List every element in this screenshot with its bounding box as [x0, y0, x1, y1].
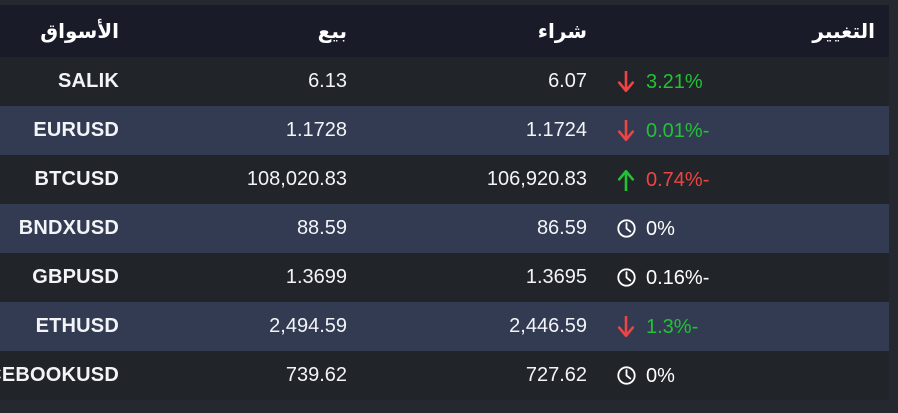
cell-sell-price: 6.13	[133, 57, 361, 106]
cell-sell-price: 1.3699	[133, 253, 361, 302]
cell-symbol[interactable]: BTCUSD	[0, 155, 133, 204]
clock-icon	[615, 217, 637, 241]
markets-table-head: التغيير شراء بيع الأسواق	[0, 5, 889, 57]
cell-buy-price: 1.3695	[361, 253, 601, 302]
table-row[interactable]: 1.3%- 2,446.59 2,494.59 ETHUSD	[0, 302, 889, 351]
cell-symbol[interactable]: ETHUSD	[0, 302, 133, 351]
column-header-change[interactable]: التغيير	[601, 5, 889, 57]
clock-icon	[615, 364, 637, 388]
table-row[interactable]: 0.16%- 1.3695 1.3699 GBPUSD	[0, 253, 889, 302]
change-value: 0%	[646, 364, 675, 387]
arrow-down-icon	[615, 70, 637, 94]
arrow-down-icon	[615, 119, 637, 143]
cell-buy-price: 727.62	[361, 351, 601, 400]
cell-sell-price: 2,494.59	[133, 302, 361, 351]
cell-symbol[interactable]: EURUSD	[0, 106, 133, 155]
table-header-row: التغيير شراء بيع الأسواق	[0, 5, 889, 57]
table-row[interactable]: 0.74%- 106,920.83 108,020.83 BTCUSD	[0, 155, 889, 204]
change-indicator: 0%	[615, 364, 875, 388]
column-header-sell[interactable]: بيع	[133, 5, 361, 57]
cell-symbol[interactable]: SALIK	[0, 57, 133, 106]
change-indicator: 0.01%-	[615, 119, 875, 143]
cell-change: 0%	[601, 204, 889, 253]
change-value: 0%	[646, 217, 675, 240]
cell-change: 0.16%-	[601, 253, 889, 302]
cell-sell-price: 1.1728	[133, 106, 361, 155]
column-header-symbol[interactable]: الأسواق	[0, 5, 133, 57]
cell-symbol[interactable]: GBPUSD	[0, 253, 133, 302]
clock-icon	[615, 266, 637, 290]
cell-buy-price: 86.59	[361, 204, 601, 253]
change-indicator: 0.16%-	[615, 266, 875, 290]
arrow-down-icon	[615, 315, 637, 339]
change-value: 3.21%	[646, 70, 703, 93]
change-value: 0.01%-	[646, 119, 710, 142]
cell-buy-price: 106,920.83	[361, 155, 601, 204]
cell-sell-price: 88.59	[133, 204, 361, 253]
cell-buy-price: 2,446.59	[361, 302, 601, 351]
cell-sell-price: 108,020.83	[133, 155, 361, 204]
cell-symbol[interactable]: FACEBOOKUSD	[0, 351, 133, 400]
change-indicator: 0.74%-	[615, 168, 875, 192]
table-row[interactable]: 0% 86.59 88.59 BNDXUSD	[0, 204, 889, 253]
change-indicator: 3.21%	[615, 70, 875, 94]
column-header-buy[interactable]: شراء	[361, 5, 601, 57]
cell-buy-price: 1.1724	[361, 106, 601, 155]
markets-table: التغيير شراء بيع الأسواق 3.21% 6.07 6.13 SA…	[0, 5, 889, 400]
cell-change: 1.3%-	[601, 302, 889, 351]
table-row[interactable]: 3.21% 6.07 6.13 SALIK	[0, 57, 889, 106]
change-value: 0.16%-	[646, 266, 710, 289]
cell-change: 0.74%-	[601, 155, 889, 204]
change-indicator: 0%	[615, 217, 875, 241]
cell-change: 3.21%	[601, 57, 889, 106]
change-indicator: 1.3%-	[615, 315, 875, 339]
cell-change: 0%	[601, 351, 889, 400]
arrow-up-icon	[615, 168, 637, 192]
table-row[interactable]: 0.01%- 1.1724 1.1728 EURUSD	[0, 106, 889, 155]
cell-change: 0.01%-	[601, 106, 889, 155]
markets-table-body: 3.21% 6.07 6.13 SALIK 0.01%- 1.1724 1.1728 EURU…	[0, 57, 889, 400]
cell-sell-price: 739.62	[133, 351, 361, 400]
change-value: 1.3%-	[646, 315, 699, 338]
cell-buy-price: 6.07	[361, 57, 601, 106]
change-value: 0.74%-	[646, 168, 710, 191]
cell-symbol[interactable]: BNDXUSD	[0, 204, 133, 253]
